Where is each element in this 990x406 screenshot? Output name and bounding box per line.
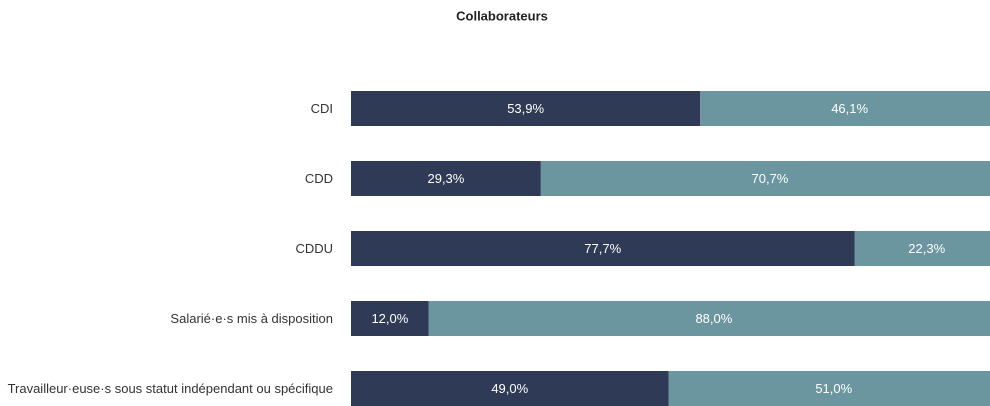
bar-segment bbox=[351, 231, 855, 266]
category-text: CDD bbox=[304, 171, 333, 186]
chart-title: Collaborateurs bbox=[456, 8, 548, 23]
bar-segment bbox=[351, 91, 701, 126]
value-label: 51,0% bbox=[815, 381, 852, 396]
bar-segment bbox=[668, 371, 990, 406]
category-text: CDI bbox=[310, 101, 333, 116]
value-label: 53,9% bbox=[507, 101, 544, 116]
value-label: 29,3% bbox=[427, 171, 464, 186]
value-label: 88,0% bbox=[695, 311, 732, 326]
bar-segment bbox=[351, 371, 669, 406]
bar-segment bbox=[540, 161, 990, 196]
value-label: 46,1% bbox=[831, 101, 868, 116]
value-label: 12,0% bbox=[371, 311, 408, 326]
bar-segment bbox=[351, 301, 429, 336]
bar-segment bbox=[854, 231, 990, 266]
category-label: CDDU bbox=[0, 231, 333, 266]
bar-segment bbox=[351, 161, 541, 196]
bar-segment bbox=[700, 91, 990, 126]
category-text: Salarié·e·s mis à disposition bbox=[170, 311, 333, 326]
value-label: 70,7% bbox=[751, 171, 788, 186]
category-label: CDD bbox=[0, 161, 333, 196]
category-label: Salarié·e·s mis à disposition bbox=[0, 301, 333, 336]
value-label: 22,3% bbox=[908, 241, 945, 256]
category-label: CDI bbox=[0, 91, 333, 126]
category-text: CDDU bbox=[295, 241, 333, 256]
category-text: Travailleur·euse·s sous statut indépenda… bbox=[7, 381, 333, 396]
value-label: 49,0% bbox=[491, 381, 528, 396]
value-label: 77,7% bbox=[584, 241, 621, 256]
bar-segment bbox=[428, 301, 990, 336]
category-label: Travailleur·euse·s sous statut indépenda… bbox=[0, 371, 333, 406]
